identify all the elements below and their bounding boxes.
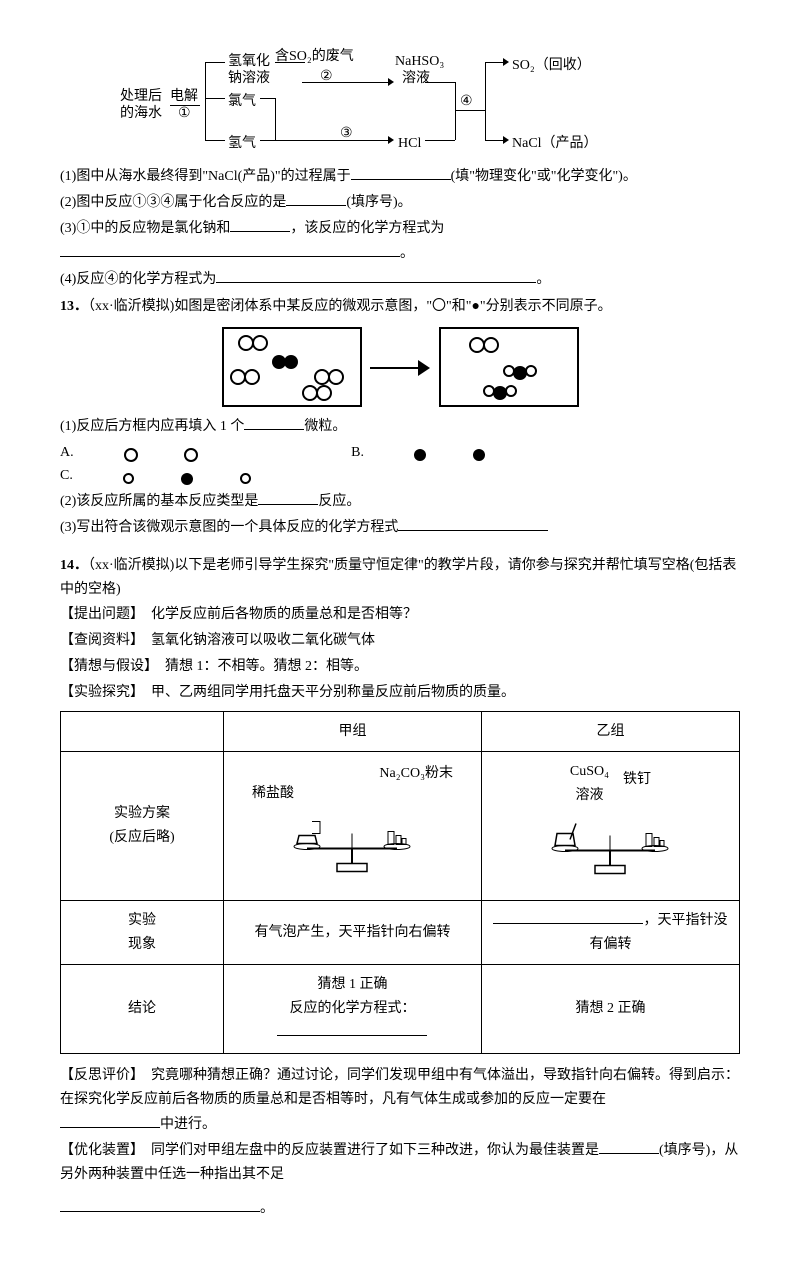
r3-label: 结论 — [61, 965, 224, 1053]
th-empty — [61, 711, 224, 752]
label-out1: SO₂（回收） — [512, 54, 591, 78]
q1-p2a: (2)图中反应①③④属于化合反应的是 — [60, 195, 286, 210]
q13-src: （xx·临沂模拟) — [88, 299, 174, 314]
q13-p1a: (1)反应后方框内应再填入 1 个 — [60, 419, 244, 434]
q13-p2a: (2)该反应所属的基本反应类型是 — [60, 494, 258, 509]
s2h: 【查阅资料】 — [60, 633, 137, 648]
opt-a: A. — [60, 441, 74, 465]
r1b3: 铁钉 — [623, 772, 651, 787]
blank — [60, 256, 400, 257]
r1h2: (反应后略) — [109, 830, 174, 845]
r2h: 实验 — [128, 913, 156, 928]
th-b: 乙组 — [481, 711, 739, 752]
th-a: 甲组 — [223, 711, 481, 752]
q13-p3a: (3)写出符合该微观示意图的一个具体反应的化学方程式 — [60, 520, 398, 535]
label-circ4: ④ — [460, 90, 473, 114]
s4t: 甲、乙两组同学用托盘天平分别称量反应前后物质的质量。 — [137, 685, 515, 700]
r1b2: 溶液 — [575, 788, 603, 803]
question-14: 14．（xx·临沂模拟)以下是老师引导学生探究"质量守恒定律"的教学片段，请你参… — [60, 554, 740, 1221]
r3a1: 猜想 1 正确 — [317, 977, 387, 992]
r1-label: 实验方案 (反应后略) — [61, 752, 224, 900]
r1-b-cell: CuSO₄ 溶液 铁钉 — [481, 752, 739, 900]
blank — [244, 429, 304, 430]
opt-c: C. — [60, 464, 73, 488]
blank — [599, 1153, 659, 1154]
q13-p2b: 反应。 — [318, 494, 360, 509]
options: A. B. C. — [60, 441, 740, 489]
blank — [258, 504, 318, 505]
r1b1: CuSO₄ — [570, 764, 609, 779]
r3a: 猜想 1 正确反应的化学方程式： — [223, 965, 481, 1053]
arrow-icon — [365, 327, 435, 407]
q1-p3b: ，该反应的化学方程式为 — [290, 221, 444, 236]
balance-icon — [540, 808, 680, 883]
label-naoh2: 钠溶液 — [228, 67, 270, 91]
s6h: 【优化装置】 — [60, 1143, 137, 1158]
q1-p1a: (1)图中从海水最终得到"NaCl(产品)"的过程属于 — [60, 169, 351, 184]
blank — [216, 282, 536, 283]
s6t: 同学们对甲组左盘中的反应装置进行了如下三种改进，你认为最佳装置是 — [137, 1143, 599, 1158]
balance-icon — [282, 806, 422, 881]
label-hcl: HCl — [398, 132, 421, 156]
blank — [60, 1127, 160, 1128]
q13-p1b: 微粒。 — [304, 419, 346, 434]
label-out2: NaCl（产品） — [512, 132, 598, 156]
blank — [351, 179, 451, 180]
label-cl2: 氯气 — [228, 90, 256, 114]
blank — [398, 530, 548, 531]
opt-b: B. — [351, 441, 364, 465]
label-left2: 的海水 — [120, 102, 162, 126]
q1-p3d: 。 — [400, 246, 414, 261]
after-box — [439, 327, 579, 407]
r2bt: ，天平指针没有偏转 — [589, 913, 727, 952]
s2t: 氢氧化钠溶液可以吸收二氧化碳气体 — [137, 633, 375, 648]
r1h1: 实验方案 — [114, 806, 170, 821]
s1h: 【提出问题】 — [60, 607, 137, 622]
experiment-table: 甲组 乙组 实验方案 (反应后略) Na₂CO₃粉末 稀盐酸 — [60, 711, 740, 1054]
label-circ2: ② — [320, 65, 333, 89]
r2a: 有气泡产生，天平指针向右偏转 — [223, 900, 481, 965]
label-so2gas: 含SO₂的废气 — [275, 45, 354, 69]
s6t3: 。 — [260, 1201, 274, 1216]
q1-p2b: (填序号)。 — [346, 195, 411, 210]
s4h: 【实验探究】 — [60, 685, 137, 700]
label-h2: 氢气 — [228, 132, 256, 156]
flowchart-diagram: 处理后 的海水 电解 ① 氢氧化 钠溶液 氯气 氢气 含SO₂的废气 ② NaH… — [120, 50, 680, 155]
r2h2: 现象 — [128, 937, 156, 952]
q14-src: （xx·临沂模拟) — [88, 558, 174, 573]
q13-intro: 如图是密闭体系中某反应的微观示意图，"〇"和"●"分别表示不同原子。 — [174, 299, 611, 314]
q14-num: 14． — [60, 558, 88, 573]
r3a2: 反应的化学方程式： — [289, 1001, 415, 1016]
r2b: ，天平指针没有偏转 — [481, 900, 739, 965]
s1t: 化学反应前后各物质的质量总和是否相等？ — [137, 607, 417, 622]
blank — [60, 1211, 260, 1212]
q13-num: 13． — [60, 299, 88, 314]
r3b: 猜想 2 正确 — [481, 965, 739, 1053]
s5t: 究竟哪种猜想正确？通过讨论，同学们发现甲组中有气体溢出，导致指针向右偏转。得到启… — [60, 1068, 739, 1107]
r1a2: 稀盐酸 — [252, 786, 294, 801]
s5h: 【反思评价】 — [60, 1068, 137, 1083]
r2-label: 实验现象 — [61, 900, 224, 965]
s5t2: 中进行。 — [160, 1117, 216, 1132]
s3t: 猜想 1：不相等。猜想 2：相等。 — [151, 659, 368, 674]
blank — [286, 205, 346, 206]
blank — [493, 923, 643, 924]
blank — [277, 1035, 427, 1036]
question-13: 13．（xx·临沂模拟)如图是密闭体系中某反应的微观示意图，"〇"和"●"分别表… — [60, 295, 740, 540]
before-box — [222, 327, 362, 407]
r1-a-cell: Na₂CO₃粉末 稀盐酸 — [223, 752, 481, 900]
label-nahso3-2: 溶液 — [402, 67, 430, 91]
molecule-diagram — [190, 327, 610, 407]
label-circ3: ③ — [340, 122, 353, 146]
q1-p4b: 。 — [536, 272, 550, 287]
s3h: 【猜想与假设】 — [60, 659, 151, 674]
q1-p1b: (填"物理变化"或"化学变化")。 — [451, 169, 637, 184]
q1-p3a: (3)①中的反应物是氯化钠和 — [60, 221, 230, 236]
blank — [230, 231, 290, 232]
r1a1: Na₂CO₃粉末 — [379, 766, 453, 781]
q1-p4a: (4)反应④的化学方程式为 — [60, 272, 216, 287]
question-block-1: (1)图中从海水最终得到"NaCl(产品)"的过程属于 (填"物理变化"或"化学变… — [60, 165, 740, 292]
